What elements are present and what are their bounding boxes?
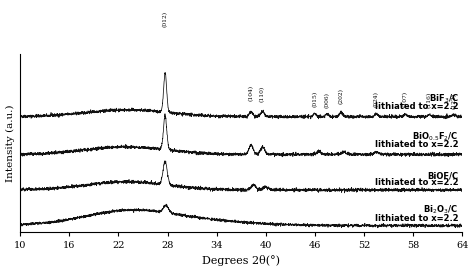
Text: (024): (024) — [374, 91, 379, 107]
X-axis label: Degrees 2θ(°): Degrees 2θ(°) — [202, 255, 280, 267]
Text: lithiated to x=2.2: lithiated to x=2.2 — [374, 178, 458, 187]
Text: lithiated to x=2.2: lithiated to x=2.2 — [374, 102, 458, 111]
Text: (202): (202) — [338, 88, 344, 104]
Text: (110): (110) — [260, 86, 265, 102]
Text: (015): (015) — [312, 91, 318, 107]
Text: BiOF/C: BiOF/C — [427, 172, 458, 181]
Text: (006): (006) — [325, 92, 330, 108]
Text: BiO$_{0.5}$F$_2$/C: BiO$_{0.5}$F$_2$/C — [412, 130, 458, 143]
Text: (104): (104) — [248, 85, 254, 101]
Y-axis label: Intensity (a.u.): Intensity (a.u.) — [6, 104, 15, 182]
Text: (107): (107) — [402, 91, 408, 107]
Text: (012): (012) — [163, 10, 168, 26]
Text: (122): (122) — [452, 92, 456, 109]
Text: lithiated to x=2.2: lithiated to x=2.2 — [374, 140, 458, 149]
Text: lithiated to x=2.2: lithiated to x=2.2 — [374, 214, 458, 223]
Text: Bi$_2$O$_3$/C: Bi$_2$O$_3$/C — [423, 204, 458, 216]
Text: BiF$_3$/C: BiF$_3$/C — [428, 92, 458, 105]
Text: (116): (116) — [427, 92, 432, 108]
